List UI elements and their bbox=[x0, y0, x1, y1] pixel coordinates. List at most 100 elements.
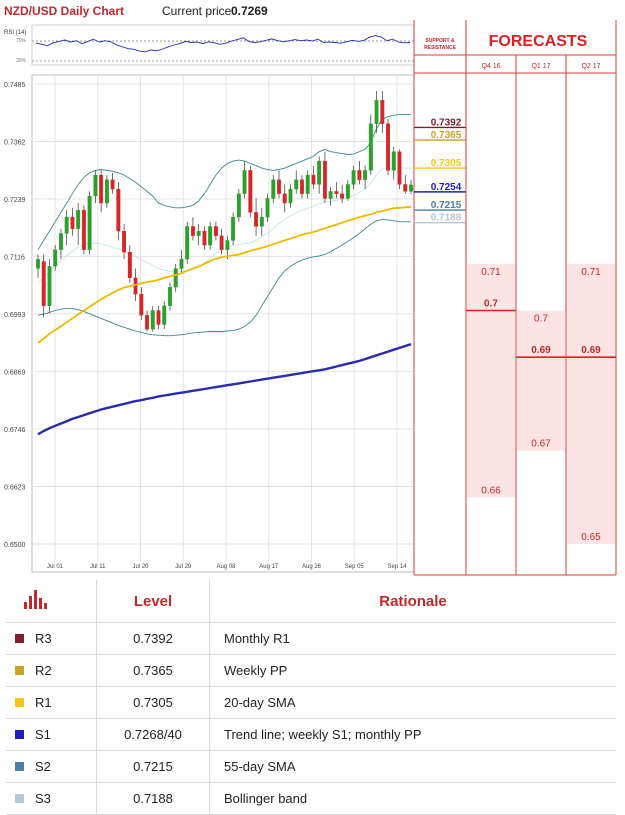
current-price-value: 0.7269 bbox=[231, 4, 268, 18]
rsi-label: RSI (14) bbox=[4, 30, 26, 36]
level-value: 0.7268/40 bbox=[96, 718, 210, 751]
x-tick-label: Aug 26 bbox=[302, 564, 322, 570]
level-rationale: Bollinger band bbox=[209, 782, 616, 815]
candle-bull bbox=[53, 249, 58, 267]
candle-bear bbox=[357, 170, 362, 180]
y-tick-label: 0.6869 bbox=[4, 370, 26, 377]
candle-bull bbox=[47, 265, 52, 306]
candle-bull bbox=[208, 226, 213, 246]
level-swatch bbox=[6, 782, 29, 815]
candle-bear bbox=[334, 191, 339, 194]
sr-label-r2: 0.7365 bbox=[431, 130, 462, 141]
sr-label-r3: 0.7392 bbox=[431, 117, 462, 128]
rsi-panel bbox=[31, 24, 415, 66]
rsi-level-30-label: 30% bbox=[16, 58, 27, 64]
candle-bull bbox=[374, 100, 379, 124]
x-tick-label: Sep 05 bbox=[345, 564, 365, 570]
level-swatch bbox=[6, 622, 29, 655]
sr-label-s1: 0.7254 bbox=[431, 182, 462, 193]
level-value: 0.7215 bbox=[96, 750, 210, 783]
level-row-s2: S2 0.7215 55-day SMA bbox=[6, 750, 616, 783]
forecast-range bbox=[567, 263, 615, 544]
x-tick-label: Sep 14 bbox=[387, 564, 407, 570]
candle-bull bbox=[76, 209, 81, 229]
y-tick-label: 0.6746 bbox=[4, 427, 26, 434]
candle-bull bbox=[391, 151, 396, 171]
candle-bear bbox=[156, 310, 161, 325]
candle-bull bbox=[345, 184, 350, 199]
candle-bull bbox=[93, 174, 98, 197]
candle-bull bbox=[242, 170, 247, 194]
y-tick-label: 0.6623 bbox=[4, 485, 26, 492]
candle-bear bbox=[145, 315, 149, 330]
rsi-line bbox=[35, 35, 411, 53]
rationale-header: Rationale bbox=[209, 580, 616, 623]
candle-bull bbox=[236, 193, 241, 218]
bar-chart-icon bbox=[6, 580, 97, 623]
level-row-s3: S3 0.7188 Bollinger band bbox=[6, 782, 616, 815]
forecast-range bbox=[467, 263, 515, 498]
level-rationale: Weekly PP bbox=[209, 654, 616, 687]
candle-bear bbox=[219, 235, 224, 250]
sr-label-r1: 0.7305 bbox=[431, 158, 462, 169]
candle-bear bbox=[81, 209, 86, 250]
y-tick-label: 0.7362 bbox=[4, 139, 26, 146]
y-tick-label: 0.6500 bbox=[4, 542, 26, 549]
candle-bear bbox=[311, 174, 316, 185]
candle-bear bbox=[139, 294, 144, 316]
sma-200-line bbox=[37, 342, 412, 436]
rsi-level-70-label: 70% bbox=[16, 38, 27, 44]
level-rationale: 55-day SMA bbox=[209, 750, 616, 783]
sr-label-s3: 0.7188 bbox=[431, 213, 462, 224]
level-swatch bbox=[6, 718, 29, 751]
level-row-r2: R2 0.7365 Weekly PP bbox=[6, 654, 616, 687]
candle-bear bbox=[41, 261, 46, 306]
level-name: R2 bbox=[29, 654, 97, 687]
levels-table: Level Rationale R3 0.7392 Monthly R1 R2 0.73… bbox=[6, 580, 616, 815]
sma-20-line bbox=[37, 205, 412, 344]
candle-bull bbox=[328, 191, 333, 199]
candle-bear bbox=[116, 188, 121, 232]
candle-bull bbox=[196, 230, 201, 236]
level-name: R3 bbox=[29, 622, 97, 655]
level-rationale: Monthly R1 bbox=[209, 622, 616, 655]
candle-bull bbox=[294, 179, 299, 190]
chart-title: NZD/USD Daily Chart bbox=[4, 4, 124, 18]
candle-bull bbox=[259, 216, 264, 227]
candle-bear bbox=[202, 230, 207, 246]
candle-bull bbox=[185, 226, 190, 260]
level-name: S2 bbox=[29, 750, 97, 783]
forecast-high-label: 0.71 bbox=[481, 267, 501, 278]
level-swatch bbox=[6, 654, 29, 687]
x-tick-label: Aug 17 bbox=[259, 564, 279, 570]
candle-bull bbox=[59, 233, 63, 250]
sr-label-s2: 0.7215 bbox=[431, 200, 462, 211]
level-swatch bbox=[6, 750, 29, 783]
bollinger-upper-line bbox=[37, 113, 411, 251]
candle-bear bbox=[322, 160, 327, 199]
candle-bull bbox=[36, 258, 40, 269]
forecast-low-label: 0.65 bbox=[581, 532, 601, 543]
forecast-low-label: 0.67 bbox=[531, 439, 551, 450]
level-value: 0.7365 bbox=[96, 654, 210, 687]
candle-bear bbox=[300, 179, 304, 194]
candle-bull bbox=[87, 195, 92, 250]
level-value: 0.7305 bbox=[96, 686, 210, 719]
candle-bull bbox=[317, 160, 322, 185]
bollinger-lower-line bbox=[37, 218, 411, 337]
y-tick-label: 0.7116 bbox=[4, 254, 25, 261]
candle-bull bbox=[104, 179, 109, 204]
candle-bull bbox=[173, 268, 178, 288]
forecast-high-label: 0.71 bbox=[581, 267, 601, 278]
candle-bear bbox=[190, 226, 195, 236]
candle-bull bbox=[64, 216, 69, 234]
levels-table-container: Level Rationale R3 0.7392 Monthly R1 R2 0.73… bbox=[0, 580, 625, 815]
y-tick-label: 0.7239 bbox=[4, 197, 26, 204]
candle-bear bbox=[248, 170, 253, 213]
candle-bull bbox=[271, 179, 276, 199]
candle-bull bbox=[305, 174, 310, 194]
candle-bull bbox=[363, 170, 368, 180]
level-rationale: 20-day SMA bbox=[209, 686, 616, 719]
price-panel bbox=[31, 74, 415, 573]
candle-bull bbox=[162, 305, 167, 325]
